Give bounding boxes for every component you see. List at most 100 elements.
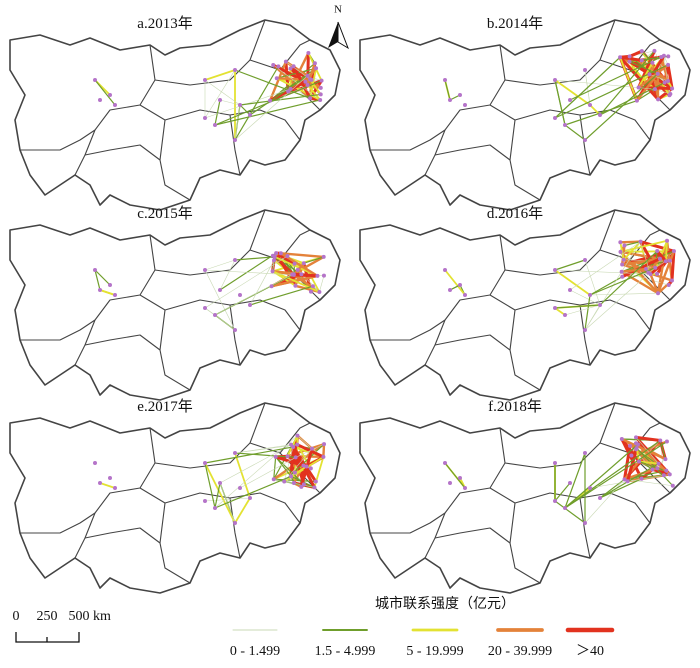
city — [583, 68, 587, 72]
city — [568, 98, 572, 102]
link — [214, 475, 292, 509]
city — [670, 86, 675, 91]
link — [276, 77, 321, 101]
link — [621, 257, 661, 266]
link — [304, 67, 317, 83]
link — [624, 479, 673, 487]
link — [640, 241, 651, 275]
city — [238, 486, 242, 490]
city — [295, 267, 300, 272]
map-panels: a.2013年 b.2014年 c.2015年 d.2016年 e.2017年 f.201… — [9, 15, 691, 594]
city — [113, 293, 117, 297]
link — [670, 251, 676, 281]
link — [280, 252, 324, 259]
link — [599, 478, 625, 499]
city — [583, 328, 587, 332]
city — [583, 521, 587, 525]
link — [554, 79, 566, 126]
link — [214, 435, 298, 509]
link — [214, 274, 293, 316]
city — [598, 303, 602, 307]
city — [292, 261, 297, 266]
link — [554, 56, 621, 119]
link — [599, 50, 655, 116]
city — [583, 258, 587, 262]
city — [276, 64, 281, 69]
link — [204, 446, 294, 464]
link — [293, 272, 318, 278]
panel-title: f.2018年 — [488, 398, 542, 415]
city — [669, 278, 674, 283]
link — [234, 75, 308, 141]
city — [443, 268, 447, 272]
city — [213, 313, 217, 317]
city — [295, 442, 300, 447]
city — [653, 265, 658, 270]
link — [249, 75, 308, 116]
region-outline — [9, 209, 341, 401]
city — [634, 447, 639, 452]
city — [659, 55, 664, 60]
scale-label: 250 — [37, 609, 58, 624]
city — [233, 138, 237, 142]
network — [94, 251, 325, 331]
link — [584, 73, 659, 141]
legend-label: ＞40 — [576, 644, 604, 659]
city — [665, 238, 670, 243]
link — [306, 84, 321, 101]
city — [233, 328, 237, 332]
city — [661, 473, 666, 478]
link — [589, 474, 670, 489]
city — [291, 481, 296, 486]
city — [588, 293, 592, 297]
city — [271, 63, 276, 68]
link — [204, 255, 288, 309]
link — [554, 269, 591, 296]
city — [639, 49, 644, 54]
city — [312, 61, 317, 66]
city — [664, 468, 669, 473]
city — [218, 98, 222, 102]
city — [553, 499, 557, 503]
city — [655, 466, 660, 471]
city — [248, 496, 252, 500]
link — [204, 69, 236, 119]
city — [448, 288, 452, 292]
legend-label: 20 - 39.999 — [488, 644, 552, 659]
link — [584, 479, 625, 524]
link — [239, 457, 296, 489]
region-outline — [359, 402, 691, 594]
link — [649, 260, 667, 276]
city — [248, 113, 252, 117]
link — [94, 269, 111, 286]
network — [94, 52, 323, 141]
panel-title: b.2014年 — [487, 15, 543, 32]
link — [214, 99, 221, 126]
city — [622, 243, 627, 248]
city — [218, 481, 222, 485]
city — [272, 258, 277, 263]
link — [444, 462, 466, 489]
city — [652, 48, 657, 53]
city — [619, 269, 624, 274]
city — [644, 266, 649, 271]
city — [274, 76, 279, 81]
link — [659, 440, 666, 460]
city — [655, 71, 660, 76]
link — [621, 257, 661, 279]
city — [270, 253, 275, 258]
city — [318, 85, 323, 90]
city — [458, 93, 462, 97]
city — [619, 437, 624, 442]
city — [291, 64, 296, 69]
link — [589, 292, 659, 296]
link — [649, 74, 669, 82]
city — [321, 254, 326, 259]
city — [620, 274, 625, 279]
city — [312, 485, 317, 490]
scale-label: 0 — [13, 609, 20, 624]
link — [219, 259, 236, 291]
link — [554, 259, 586, 271]
city — [553, 461, 557, 465]
city — [271, 477, 276, 482]
